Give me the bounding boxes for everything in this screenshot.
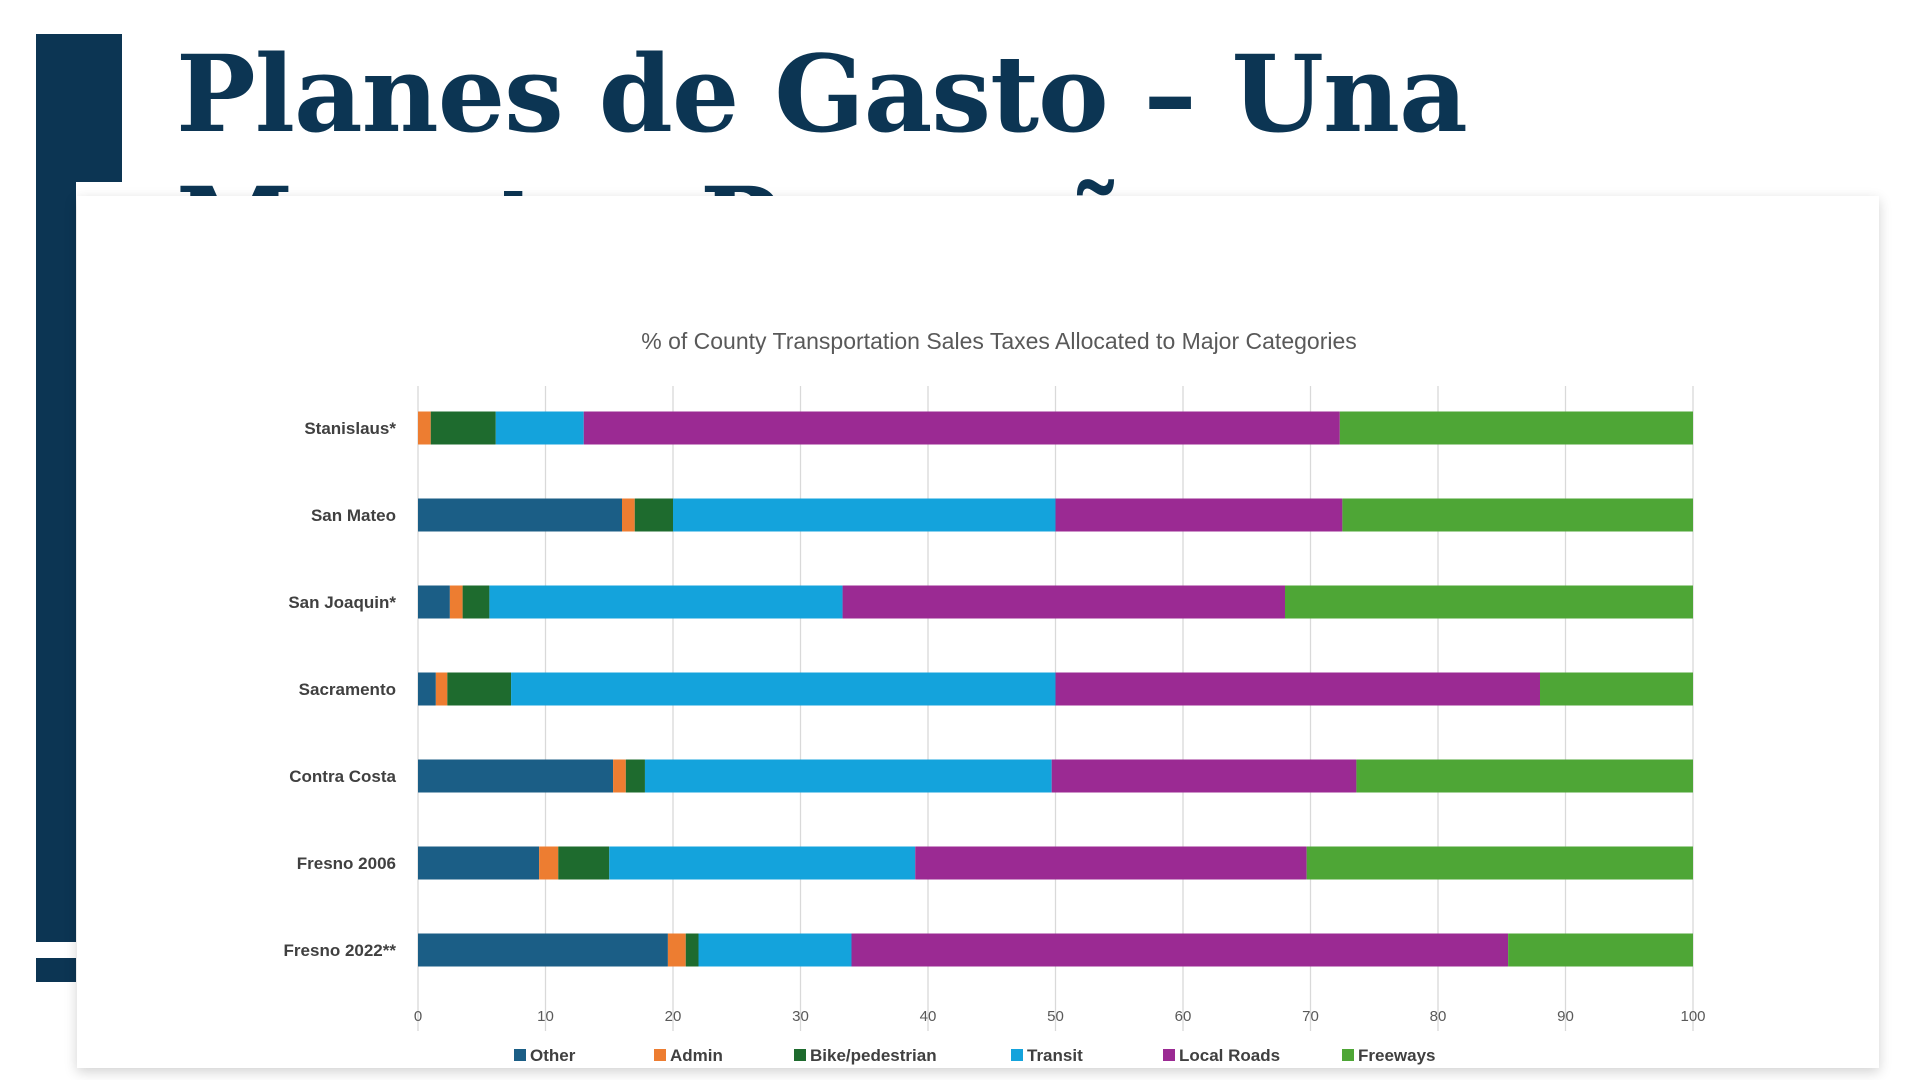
bar-bike-pedestrian [625, 759, 645, 793]
legend-item: Other [514, 1046, 576, 1065]
x-tick-label: 100 [1680, 1008, 1705, 1025]
legend-label: Admin [670, 1046, 723, 1065]
gridlines [417, 386, 1694, 1031]
accent-bar-top [36, 34, 122, 182]
legend-swatch [1163, 1049, 1175, 1061]
bar-bike-pedestrian [558, 846, 610, 880]
category-label: Sacramento [299, 680, 396, 699]
bar-other [418, 672, 436, 706]
x-tick-label: 10 [537, 1008, 554, 1025]
bar-freeways [1306, 846, 1693, 880]
bar-bike-pedestrian [430, 411, 496, 445]
bar-freeways [1285, 585, 1693, 619]
bar-transit [495, 411, 584, 445]
category-label: Fresno 2022** [284, 941, 397, 960]
category-label: Fresno 2006 [297, 854, 396, 873]
category-labels: Stanislaus* San Mateo San Joaquin* Sacramen… [284, 419, 397, 960]
accent-bar-foot [36, 958, 76, 982]
legend-label: Other [530, 1046, 576, 1065]
legend-item: Freeways [1342, 1046, 1436, 1065]
category-label: Contra Costa [289, 767, 396, 786]
bar-freeways [1508, 933, 1693, 967]
legend-swatch [1342, 1049, 1354, 1061]
x-axis-ticks: 0 10 20 30 40 50 60 70 80 90 100 [414, 1008, 1706, 1025]
bar-freeways [1356, 759, 1693, 793]
legend: Other Admin Bike/pedestrian Transit Local Ro… [514, 1046, 1436, 1065]
bar-freeways [1342, 498, 1693, 532]
bar-other [418, 759, 614, 793]
legend-item: Bike/pedestrian [794, 1046, 937, 1065]
bar-other [418, 498, 622, 532]
bar-local-roads [583, 411, 1340, 445]
legend-label: Transit [1027, 1046, 1083, 1065]
legend-label: Local Roads [1179, 1046, 1280, 1065]
bar-bike-pedestrian [447, 672, 512, 706]
bar-local-roads [1055, 672, 1540, 706]
bar-bike-pedestrian [462, 585, 490, 619]
bar-admin [622, 498, 635, 532]
bar-bike-pedestrian [634, 498, 673, 532]
legend-item: Local Roads [1163, 1046, 1280, 1065]
legend-swatch [654, 1049, 666, 1061]
legend-swatch [1011, 1049, 1023, 1061]
x-tick-label: 20 [665, 1008, 682, 1025]
legend-item: Transit [1011, 1046, 1083, 1065]
bar-admin [613, 759, 626, 793]
bar-transit [698, 933, 852, 967]
bar-freeways [1540, 672, 1693, 706]
bar-transit [673, 498, 1056, 532]
x-tick-label: 70 [1302, 1008, 1319, 1025]
x-tick-label: 60 [1175, 1008, 1192, 1025]
slide-title-line1: Planes de Gasto – Una [176, 31, 1468, 156]
bar-admin [418, 411, 431, 445]
x-tick-label: 90 [1557, 1008, 1574, 1025]
stacked-bar-chart: % of County Transportation Sales Taxes A… [284, 328, 1706, 1065]
bar-local-roads [851, 933, 1509, 967]
bar-other [418, 846, 540, 880]
bar-freeways [1339, 411, 1693, 445]
bar-transit [644, 759, 1052, 793]
bar-transit [489, 585, 843, 619]
bar-series [418, 411, 1693, 967]
bar-admin [667, 933, 686, 967]
bar-other [418, 585, 450, 619]
legend-item: Admin [654, 1046, 723, 1065]
bar-admin [435, 672, 448, 706]
bar-transit [609, 846, 916, 880]
x-tick-label: 50 [1047, 1008, 1064, 1025]
bar-local-roads [1051, 759, 1357, 793]
chart-card: % of County Transportation Sales Taxes A… [77, 196, 1879, 1068]
bar-local-roads [842, 585, 1285, 619]
category-label: San Joaquin* [288, 593, 396, 612]
x-tick-label: 30 [792, 1008, 809, 1025]
x-tick-label: 0 [414, 1008, 422, 1025]
legend-label: Bike/pedestrian [810, 1046, 937, 1065]
bar-other [418, 933, 668, 967]
bar-admin [449, 585, 463, 619]
x-tick-label: 40 [920, 1008, 937, 1025]
bar-transit [511, 672, 1056, 706]
category-label: Stanislaus* [304, 419, 396, 438]
bar-local-roads [1055, 498, 1343, 532]
legend-swatch [794, 1049, 806, 1061]
legend-swatch [514, 1049, 526, 1061]
bar-bike-pedestrian [685, 933, 699, 967]
x-tick-label: 80 [1430, 1008, 1447, 1025]
chart-title: % of County Transportation Sales Taxes A… [641, 328, 1357, 354]
legend-label: Freeways [1358, 1046, 1436, 1065]
bar-admin [539, 846, 559, 880]
accent-bar-side [36, 182, 76, 942]
category-label: San Mateo [311, 506, 396, 525]
bar-local-roads [915, 846, 1307, 880]
